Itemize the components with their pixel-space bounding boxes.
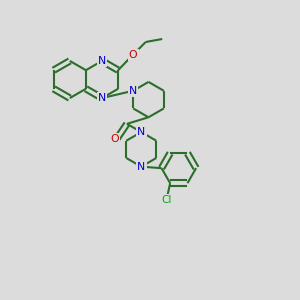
Text: N: N (98, 93, 106, 103)
Text: Cl: Cl (161, 195, 172, 205)
Text: N: N (129, 86, 137, 96)
Text: O: O (111, 134, 119, 145)
Text: N: N (137, 162, 146, 172)
Text: N: N (137, 127, 146, 137)
Text: N: N (98, 56, 106, 66)
Text: O: O (129, 50, 137, 60)
